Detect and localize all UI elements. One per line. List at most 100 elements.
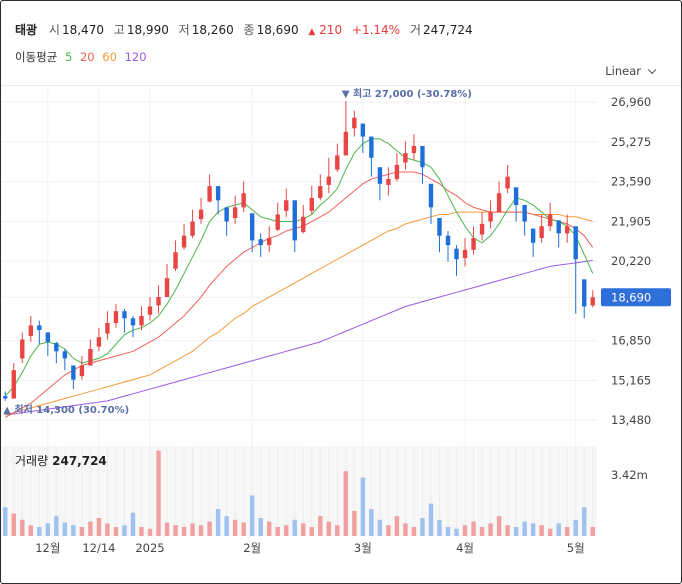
change-value: 210 (319, 23, 343, 37)
x-tick-label: 2월 (243, 541, 261, 555)
volume-bar (437, 519, 442, 536)
volume-bar (105, 523, 110, 536)
candle-body (394, 164, 400, 180)
candle-body (343, 131, 349, 156)
volume-bar (428, 503, 434, 536)
volume-bar (505, 525, 510, 536)
scale-mode-dropdown[interactable]: Linear (605, 64, 657, 78)
volume-bar (420, 518, 425, 536)
ma20-legend: 20 (79, 50, 95, 64)
candle-body (428, 183, 434, 208)
ma20-line (5, 171, 594, 418)
volume-panel-label: 거래량 247,724 (15, 452, 107, 469)
candle-body (79, 365, 85, 377)
candle-body (522, 205, 527, 222)
candle-body (11, 370, 16, 399)
candle-body (224, 207, 229, 222)
volume-bar (232, 519, 238, 536)
volume-bar (573, 519, 578, 536)
volume-bar (565, 527, 570, 536)
ma120-legend: 120 (124, 50, 147, 64)
volume-bar (207, 521, 212, 536)
ma120-line (5, 259, 593, 416)
current-price-badge (601, 288, 671, 307)
volume-bar (28, 525, 33, 536)
candle-body (45, 332, 51, 342)
candle-body (496, 193, 502, 213)
volume-bar (513, 527, 519, 536)
candle-body (386, 179, 391, 185)
volume-bar (249, 495, 255, 536)
candle-body (369, 136, 374, 158)
moving-average-legend[interactable]: 이동평균 5 20 60 120 (15, 49, 151, 65)
volume-bar (445, 527, 451, 536)
candle-body (207, 186, 212, 202)
candle-body (573, 226, 578, 260)
candle-body (352, 117, 357, 129)
y-tick-label: 15,165 (611, 373, 651, 387)
candle-body (173, 252, 178, 269)
low-label: 저 (178, 23, 190, 37)
volume-bar (88, 521, 93, 536)
volume-bar (539, 525, 544, 536)
volume-bar (20, 519, 25, 536)
volume-bar (377, 519, 383, 536)
ma60-line (5, 211, 593, 416)
volume-bar (147, 528, 153, 536)
current-price-label: 18,690 (611, 290, 651, 304)
y-tick-label: 23,590 (611, 175, 651, 189)
low-value: 18,260 (191, 23, 234, 37)
candle-body (556, 220, 561, 234)
volume-axis-label: 3.42m (611, 468, 648, 482)
y-tick-label: 16,850 (611, 334, 651, 348)
candle-body (505, 176, 510, 189)
volume-bar (360, 477, 366, 536)
candle-body (547, 214, 553, 227)
volume-bar (258, 518, 263, 536)
x-tick-label: 3월 (354, 541, 372, 555)
candle-body (130, 318, 136, 326)
candle-body (565, 226, 570, 234)
ma60-legend: 60 (102, 50, 117, 64)
x-tick-label: 12월 (35, 541, 60, 555)
candle-body (190, 221, 195, 236)
volume-bar (454, 528, 459, 536)
x-tick-label: 4월 (456, 541, 474, 555)
volume-bar (479, 527, 485, 536)
volume-bar (522, 521, 527, 536)
candle-body (215, 186, 221, 201)
candle-body (232, 207, 238, 218)
high-value: 18,990 (126, 23, 169, 37)
volume-bar (54, 516, 59, 536)
candle-body (326, 176, 331, 185)
ma5-legend: 5 (64, 50, 73, 64)
y-tick-label: 25,275 (611, 135, 651, 149)
volume-bar (156, 450, 161, 536)
candle-body (20, 339, 25, 359)
candle-body (267, 238, 272, 246)
volume-bar (139, 527, 144, 536)
moving-average-label: 이동평균 (15, 50, 58, 64)
x-tick-label: 2025 (135, 541, 164, 555)
candle-body (582, 279, 587, 307)
volume-panel-title: 거래량 (15, 454, 49, 468)
y-tick-label: 13,480 (611, 413, 651, 427)
volume-panel-value: 247,724 (52, 454, 107, 468)
volume-bar (96, 518, 102, 536)
candle-body (156, 297, 161, 306)
volume-bar (547, 528, 553, 536)
volume-bar (292, 519, 297, 536)
volume-bar (309, 527, 314, 536)
low-annotation: ▲ 최저 14,300 (30.70%) (3, 403, 129, 416)
up-arrow-icon: ▲ (308, 27, 316, 37)
volume-bar (3, 507, 8, 536)
stock-name: 태광 (15, 23, 38, 37)
volume-bar (530, 523, 536, 536)
high-annotation: ▼ 최고 27,000 (-30.78%) (342, 87, 472, 100)
close-label: 종 (243, 23, 255, 37)
candle-body (122, 311, 127, 319)
candle-body (249, 213, 255, 241)
volume-bar (215, 509, 221, 536)
